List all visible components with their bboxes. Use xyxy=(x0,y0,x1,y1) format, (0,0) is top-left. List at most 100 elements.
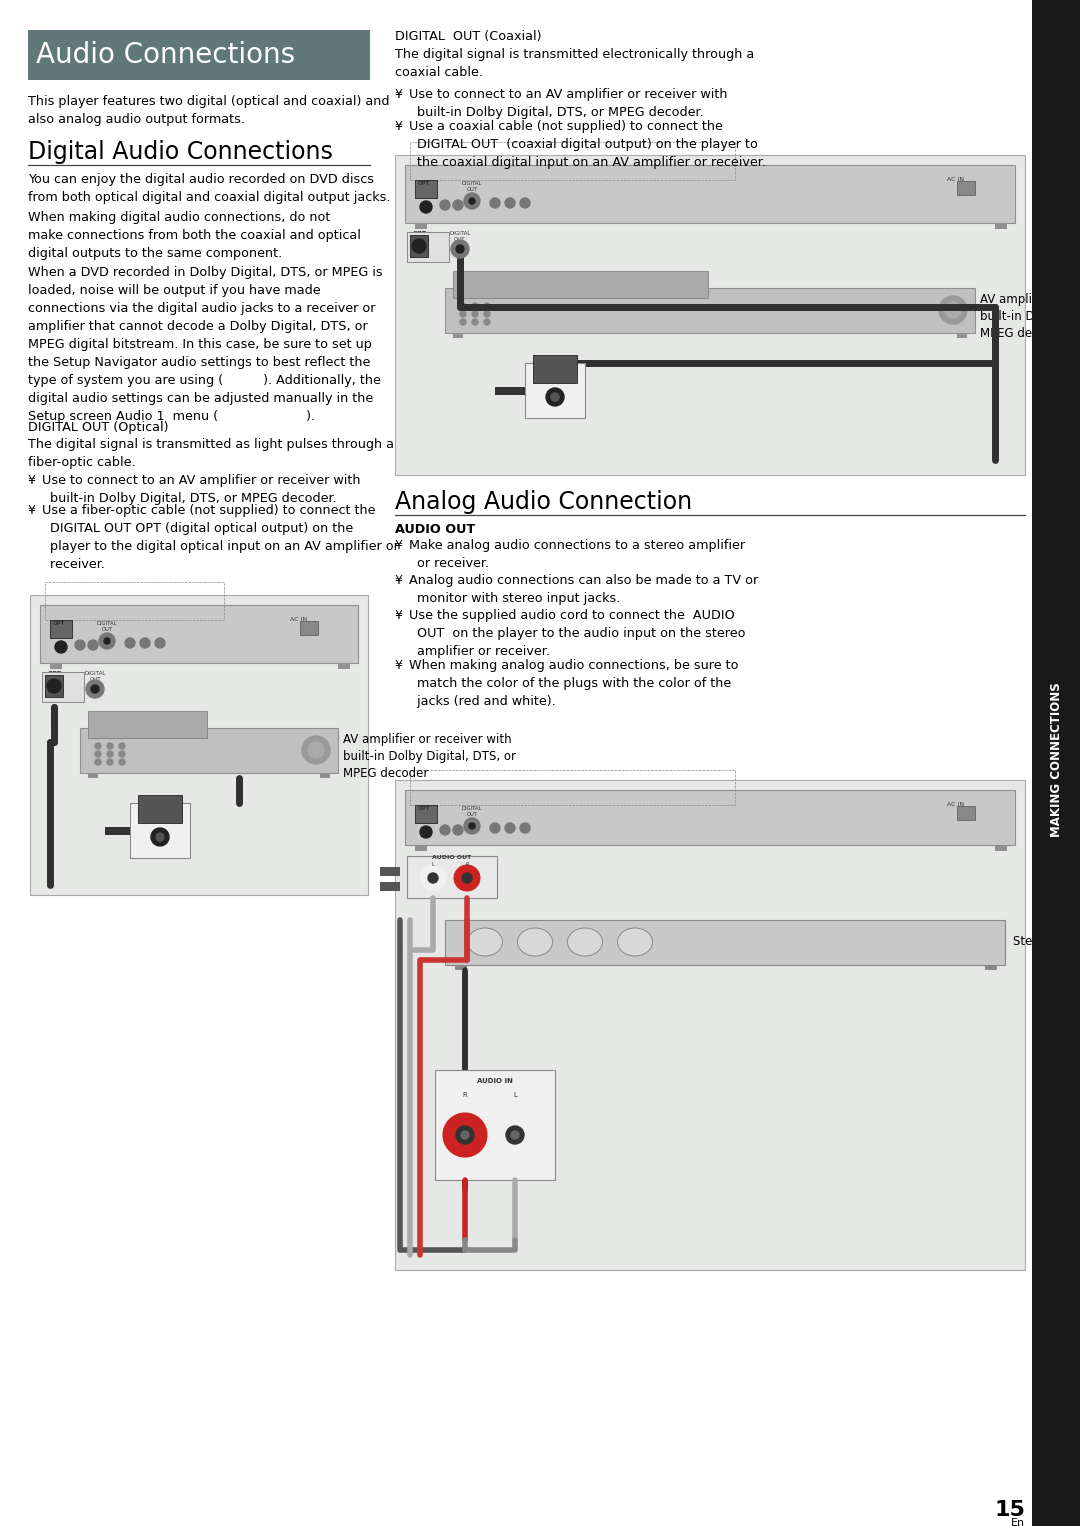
Text: ¥: ¥ xyxy=(395,121,403,133)
Bar xyxy=(80,728,338,774)
Circle shape xyxy=(95,743,102,749)
Bar xyxy=(405,790,1015,845)
Bar xyxy=(405,165,1015,223)
Text: Use a coaxial cable (not supplied) to connect the
  DIGITAL OUT  (coaxial digita: Use a coaxial cable (not supplied) to co… xyxy=(409,121,766,169)
Bar xyxy=(415,806,437,823)
Circle shape xyxy=(95,751,102,757)
Text: Stereo amplifier or receiver: Stereo amplifier or receiver xyxy=(1013,935,1080,948)
Circle shape xyxy=(420,201,432,214)
Text: The digital signal is transmitted as light pulses through a
fiber-optic cable.: The digital signal is transmitted as lig… xyxy=(28,438,394,468)
Bar xyxy=(50,662,62,668)
Circle shape xyxy=(151,829,168,845)
Bar xyxy=(415,223,427,229)
Bar xyxy=(407,232,449,262)
Bar xyxy=(395,780,1025,1270)
Bar xyxy=(45,674,63,697)
Circle shape xyxy=(140,638,150,649)
Bar xyxy=(87,711,207,739)
Circle shape xyxy=(420,865,446,891)
Bar xyxy=(453,333,463,337)
Circle shape xyxy=(453,826,463,835)
Circle shape xyxy=(546,388,564,406)
Ellipse shape xyxy=(517,928,553,955)
Text: Digital Audio Connections: Digital Audio Connections xyxy=(28,140,333,163)
Circle shape xyxy=(490,823,500,833)
Circle shape xyxy=(461,1131,469,1138)
Circle shape xyxy=(492,1112,537,1157)
Text: DIGITAL IN: DIGITAL IN xyxy=(537,371,573,375)
Circle shape xyxy=(460,319,465,325)
Text: AC IN: AC IN xyxy=(291,617,307,623)
Bar xyxy=(995,223,1007,229)
Circle shape xyxy=(95,758,102,765)
Circle shape xyxy=(464,192,480,209)
Text: OPT: OPT xyxy=(48,671,62,676)
Bar xyxy=(995,845,1007,852)
Bar xyxy=(320,774,330,778)
Text: ¥: ¥ xyxy=(395,89,403,101)
Bar xyxy=(525,363,585,418)
Circle shape xyxy=(302,736,330,765)
Circle shape xyxy=(308,742,324,758)
Circle shape xyxy=(551,394,559,401)
Text: When making digital audio connections, do not
make connections from both the coa: When making digital audio connections, d… xyxy=(28,211,361,259)
Bar xyxy=(415,180,437,198)
Text: When making analog audio connections, be sure to
  match the color of the plugs : When making analog audio connections, be… xyxy=(409,659,739,708)
Circle shape xyxy=(454,865,480,891)
Circle shape xyxy=(119,743,125,749)
Text: DIGITAL
OUT: DIGITAL OUT xyxy=(97,621,118,632)
Circle shape xyxy=(505,823,515,833)
Bar xyxy=(87,774,98,778)
Text: L: L xyxy=(513,1093,517,1099)
Circle shape xyxy=(505,198,515,208)
Circle shape xyxy=(87,639,98,650)
Text: DIGITAL
OUT: DIGITAL OUT xyxy=(462,182,482,192)
Text: Use to connect to an AV amplifier or receiver with
  built-in Dolby Digital, DTS: Use to connect to an AV amplifier or rec… xyxy=(409,89,728,119)
Text: OPT: OPT xyxy=(53,621,66,626)
Bar xyxy=(42,671,84,702)
Text: Audio Connections: Audio Connections xyxy=(36,41,295,69)
Bar xyxy=(410,142,735,180)
Circle shape xyxy=(48,679,60,693)
Bar xyxy=(30,595,368,896)
Text: DIGITAL
OUT: DIGITAL OUT xyxy=(462,806,482,816)
Circle shape xyxy=(462,873,472,884)
Circle shape xyxy=(156,833,164,841)
Ellipse shape xyxy=(468,928,502,955)
Text: R: R xyxy=(462,1093,468,1099)
Text: 15: 15 xyxy=(994,1500,1025,1520)
Text: ¥: ¥ xyxy=(28,504,36,517)
Text: The digital signal is transmitted electronically through a
coaxial cable.: The digital signal is transmitted electr… xyxy=(395,47,754,79)
Bar xyxy=(445,288,975,333)
Circle shape xyxy=(490,198,500,208)
Circle shape xyxy=(464,818,480,835)
Circle shape xyxy=(440,200,450,211)
Bar xyxy=(985,964,997,971)
Bar xyxy=(407,856,497,897)
Circle shape xyxy=(156,638,165,649)
Text: OPT: OPT xyxy=(418,806,430,810)
Bar xyxy=(410,235,428,256)
Circle shape xyxy=(125,638,135,649)
Circle shape xyxy=(456,1126,474,1144)
Text: AV amplifier or receiver with
built-in Dolby Digital, DTS, or
MPEG decoder: AV amplifier or receiver with built-in D… xyxy=(343,732,516,780)
Text: ¥: ¥ xyxy=(395,574,403,588)
Circle shape xyxy=(119,751,125,757)
Bar xyxy=(410,771,735,806)
Text: AV amplifier or receiver with
built-in Dolby Digital, DTS, or
MPEG decoder: AV amplifier or receiver with built-in D… xyxy=(980,293,1080,340)
Circle shape xyxy=(107,751,113,757)
Circle shape xyxy=(55,641,67,653)
Bar xyxy=(415,845,427,852)
Text: DIGITAL
OUT: DIGITAL OUT xyxy=(84,671,106,682)
Circle shape xyxy=(484,311,490,317)
Text: Use the supplied audio cord to connect the  AUDIO
  OUT  on the player to the au: Use the supplied audio cord to connect t… xyxy=(409,609,745,658)
Circle shape xyxy=(456,246,464,253)
Circle shape xyxy=(460,311,465,317)
Circle shape xyxy=(86,681,104,697)
Circle shape xyxy=(519,198,530,208)
Text: You can enjoy the digital audio recorded on DVD discs
from both optical digital : You can enjoy the digital audio recorded… xyxy=(28,172,391,204)
Circle shape xyxy=(443,1112,487,1157)
Text: AUDIO IN: AUDIO IN xyxy=(477,1077,513,1083)
Bar xyxy=(445,920,1005,964)
Bar xyxy=(40,604,357,662)
